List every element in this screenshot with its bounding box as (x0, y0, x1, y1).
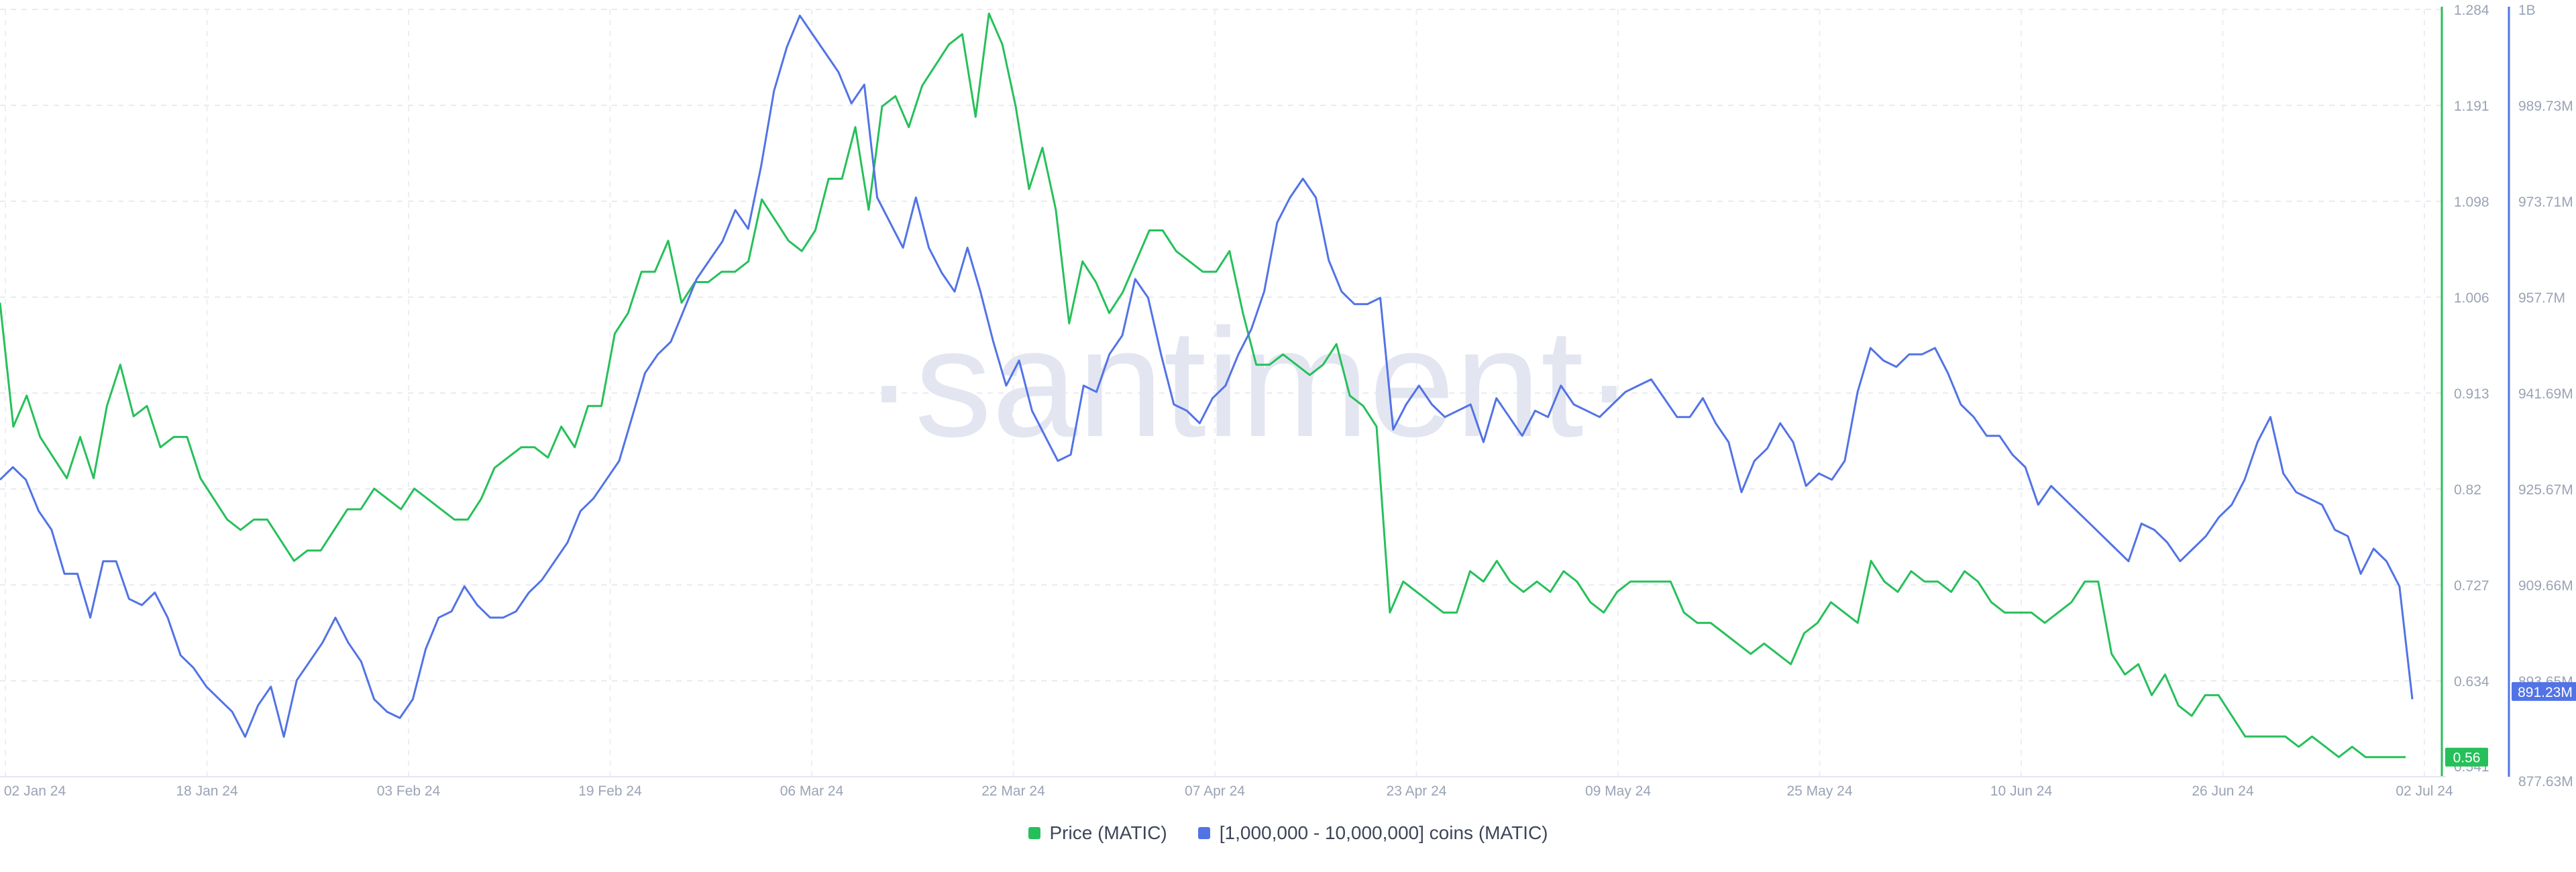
x-axis-tick: 23 Apr 24 (1387, 783, 1447, 799)
legend-item-price[interactable]: Price (MATIC) (1028, 822, 1167, 844)
holders-axis-tick: 957.7M (2518, 290, 2565, 306)
legend-label-price: Price (MATIC) (1049, 822, 1167, 843)
x-axis-tick: 09 May 24 (1585, 783, 1651, 799)
holders-axis-tick: 973.71M (2518, 195, 2573, 210)
price-axis-tick: 0.82 (2454, 482, 2481, 498)
price-last-value-bg (2445, 747, 2488, 767)
price-line (0, 12, 2406, 759)
legend: Price (MATIC) [1,000,000 - 10,000,000] c… (0, 822, 2576, 844)
price-last-value: 0.56 (2453, 751, 2481, 766)
legend-label-holders: [1,000,000 - 10,000,000] coins (MATIC) (1219, 822, 1548, 843)
x-axis-tick: 02 Jan 24 (4, 783, 66, 799)
holders-last-value-bg (2512, 682, 2576, 701)
legend-swatch-price (1028, 827, 1040, 839)
x-axis-tick: 07 Apr 24 (1185, 783, 1245, 799)
price-axis-tick: 1.006 (2454, 290, 2489, 306)
holders-axis-tick: 909.66M (2518, 578, 2573, 594)
x-axis-tick: 18 Jan 24 (176, 783, 238, 799)
axes-layer: 1.284 1B 1.191 989.73M 1.098 973.71M 1.006 957.… (0, 3, 2576, 799)
holders-last-value: 891.23M (2518, 685, 2573, 700)
x-axis-tick: 03 Feb 24 (377, 783, 441, 799)
price-axis-tick: 0.727 (2454, 578, 2489, 594)
price-axis-tick: 0.913 (2454, 386, 2489, 402)
x-axis-tick: 19 Feb 24 (578, 783, 642, 799)
holders-axis-tick: 877.63M (2518, 774, 2573, 789)
x-axis-tick: 22 Mar 24 (981, 783, 1045, 799)
holders-axis-tick: 925.67M (2518, 482, 2573, 498)
legend-swatch-holders (1197, 827, 1210, 839)
x-axis-tick: 25 May 24 (1786, 783, 1852, 799)
holders-axis-tick: 941.69M (2518, 386, 2573, 402)
price-axis-tick: 1.098 (2454, 195, 2489, 210)
legend-item-holders[interactable]: [1,000,000 - 10,000,000] coins (MATIC) (1197, 822, 1548, 844)
holders-axis-tick: 1B (2518, 3, 2536, 18)
price-axis-tick: 1.191 (2454, 99, 2489, 114)
holders-axis-tick: 989.73M (2518, 99, 2573, 114)
series-layer (0, 12, 2414, 759)
x-axis-tick: 26 Jun 24 (2192, 783, 2254, 799)
x-axis-tick: 10 Jun 24 (1990, 783, 2053, 799)
price-axis-tick: 0.634 (2454, 674, 2489, 690)
holders-line (0, 14, 2414, 738)
x-axis-tick: 02 Jul 24 (2396, 783, 2453, 799)
price-axis-tick: 1.284 (2454, 3, 2489, 18)
x-axis-tick: 06 Mar 24 (780, 783, 844, 799)
watermark: ·santiment· (863, 296, 1635, 469)
